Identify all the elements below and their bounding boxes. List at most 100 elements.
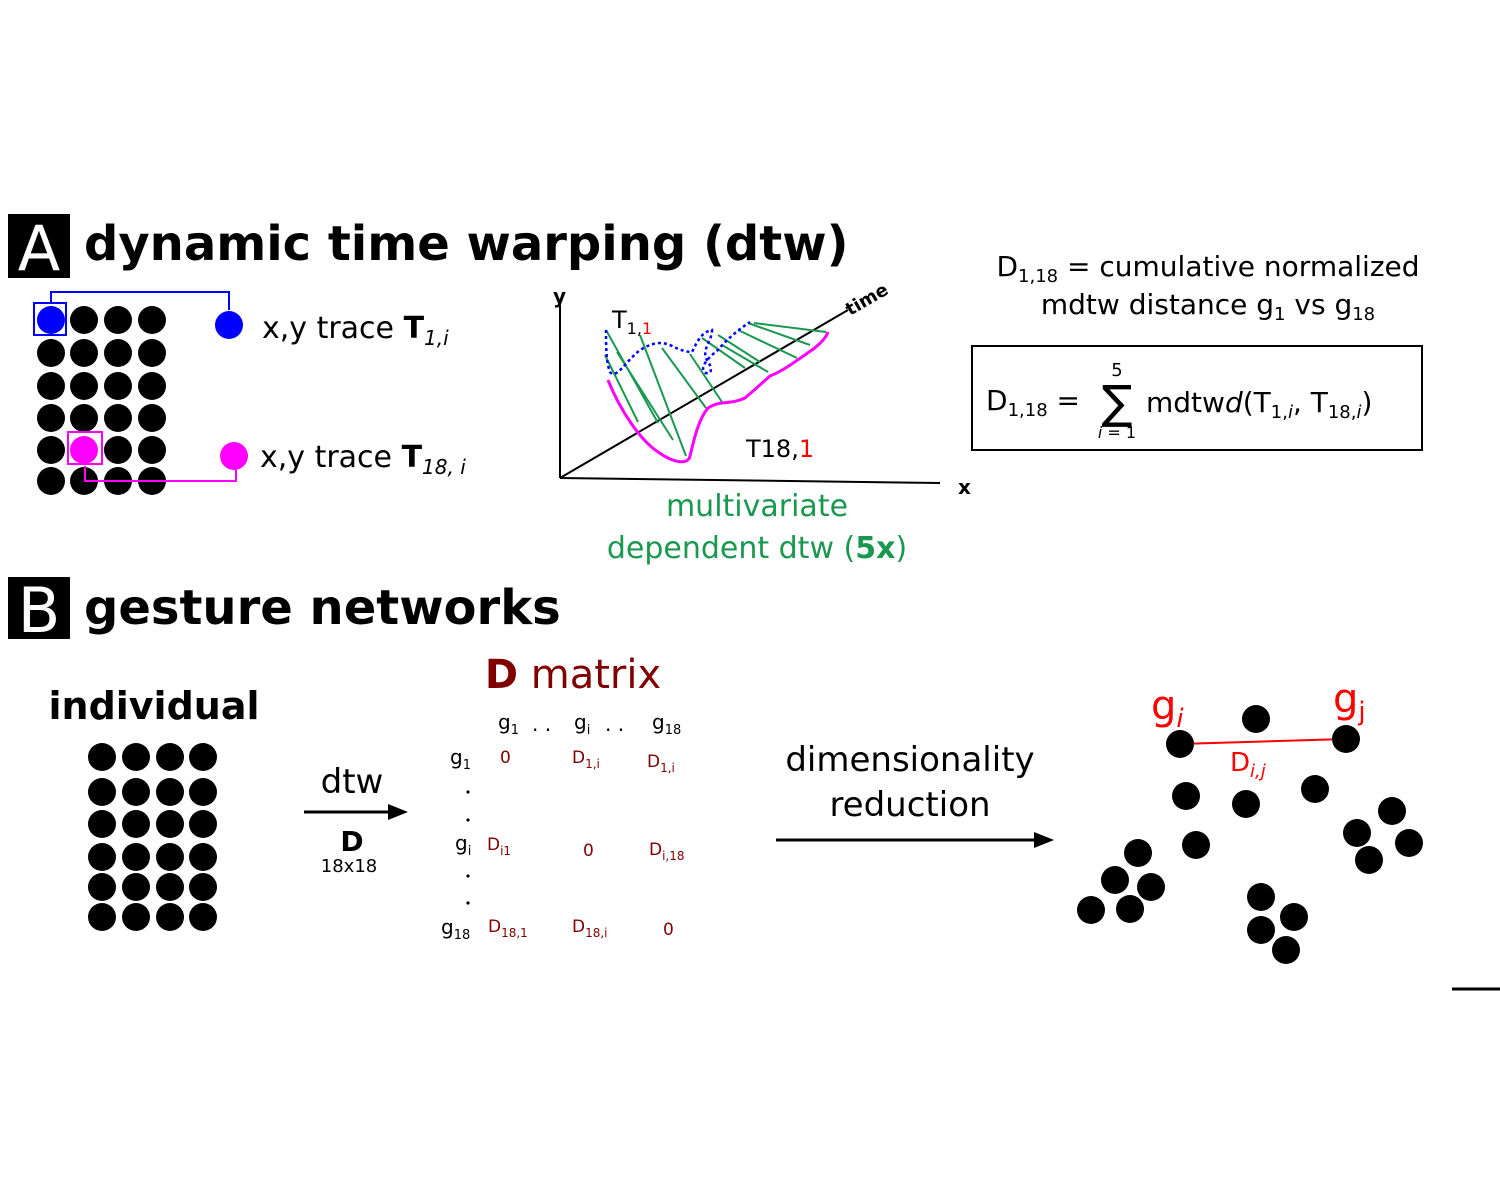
- panel-b-letter: B: [18, 574, 61, 647]
- matrix-title: D matrix: [485, 652, 661, 698]
- network-nodes: [1077, 705, 1423, 964]
- electrode-dot: [104, 339, 132, 367]
- formula-sum-upper: 5: [1111, 360, 1122, 381]
- formula-lhs: D1,18 =: [986, 384, 1080, 421]
- matrix-col-header-g18: g18: [652, 710, 681, 738]
- dtw-trace-plot: y x time T1,1 T18: [553, 279, 971, 566]
- panel-b-title: gesture networks: [84, 580, 561, 636]
- electrode-dot: [122, 778, 150, 806]
- panel-a: A dynamic time warping (dtw) x,y trace T…: [8, 212, 1423, 566]
- dtw-arrow-dims: 18x18: [321, 856, 377, 877]
- panel-b-letter-box: [8, 577, 70, 639]
- connector-g1: [50, 291, 230, 310]
- electrode-dot: [138, 339, 166, 367]
- electrode-dot: [104, 306, 132, 334]
- electrode-dot: [138, 436, 166, 464]
- matrix-cell-3-3: 0: [663, 920, 674, 940]
- network-node: [1355, 846, 1383, 874]
- matrix-col-header-dots1: . .: [532, 712, 551, 736]
- gesture-network: gi gj Di,j: [1077, 676, 1423, 964]
- network-node-gj: [1332, 725, 1360, 753]
- electrode-dot: [122, 903, 150, 931]
- formula-sum-sign: ∑: [1102, 375, 1133, 429]
- dtw-caption-line1: multivariate: [666, 489, 848, 524]
- trace1-label: x,y trace T1,i: [262, 311, 449, 350]
- electrode-dot: [156, 743, 184, 771]
- electrode-dot: [156, 873, 184, 901]
- electrode-dot: [138, 404, 166, 432]
- trace-t1-plot-label: T1,1: [611, 306, 652, 338]
- matrix-row-header-g18: g18: [441, 915, 470, 943]
- electrode-dot: [88, 778, 116, 806]
- matrix-cell-1-1: 0: [500, 748, 511, 768]
- definition-line2: mdtw distance g1 vs g18: [1041, 288, 1375, 325]
- network-node: [1116, 895, 1144, 923]
- formula-sum-lower: i = 1: [1098, 423, 1136, 442]
- x-axis-label: x: [958, 475, 971, 499]
- trace-t18-plot-label: T18,1: [745, 435, 814, 463]
- matrix-cell-3-1: D18,1: [488, 917, 528, 940]
- electrode-dot: [156, 810, 184, 838]
- matrix-col-header-g1: g1: [498, 710, 519, 738]
- definition-line1: D1,18 = cumulative normalized: [996, 250, 1419, 287]
- dimensionality-reduction-arrow: dimensionality reduction: [776, 740, 1054, 848]
- electrode-dot: [70, 404, 98, 432]
- electrode-dot: [88, 810, 116, 838]
- dim-reduction-line1: dimensionality: [785, 740, 1034, 780]
- network-node-gi: [1166, 730, 1194, 758]
- electrode-dot-g18: [70, 436, 98, 464]
- electrode-dot: [104, 372, 132, 400]
- matrix-row-header-gi: gi: [455, 831, 471, 859]
- electrode-dot-g1: [37, 306, 65, 334]
- electrode-dot: [156, 778, 184, 806]
- panel-b: B gesture networks individual dtw D 18x1…: [8, 574, 1423, 964]
- matrix-cell-3-2: D18,i: [572, 917, 608, 940]
- dtw-alignment-lines: [604, 322, 827, 457]
- electrode-dot: [122, 810, 150, 838]
- network-node: [1101, 866, 1129, 894]
- dtw-arrow: dtw D 18x18: [304, 762, 408, 877]
- d-matrix: D matrix g1 . . gi . . g18 g1 gi g18 0 D…: [441, 652, 685, 943]
- dtw-arrow-label: dtw: [321, 762, 384, 802]
- electrode-dot: [122, 843, 150, 871]
- electrode-dot: [138, 306, 166, 334]
- formula-rhs: mdtwd(T1,i, T18,i): [1146, 386, 1372, 423]
- network-node: [1280, 903, 1308, 931]
- electrode-dot: [189, 843, 217, 871]
- matrix-col-header-gi: gi: [574, 710, 590, 738]
- electrode-dot: [88, 873, 116, 901]
- network-node: [1272, 936, 1300, 964]
- trace-marker-blue: [215, 311, 243, 339]
- electrode-dot: [189, 810, 217, 838]
- matrix-cell-2-2: 0: [583, 841, 594, 861]
- connector-g18: [84, 466, 237, 482]
- electrode-dot: [88, 843, 116, 871]
- electrode-dot: [37, 436, 65, 464]
- matrix-row-ellipsis: [466, 790, 470, 905]
- y-axis-label: y: [553, 284, 566, 308]
- node-label-gj: gj: [1333, 676, 1366, 727]
- panel-a-letter-box: [8, 214, 70, 278]
- matrix-cell-2-1: Di1: [487, 835, 511, 858]
- dtw-caption-line2: dependent dtw (5x): [607, 531, 907, 566]
- network-node: [1247, 883, 1275, 911]
- electrode-dot: [104, 404, 132, 432]
- electrode-dot: [37, 467, 65, 495]
- network-node: [1301, 775, 1329, 803]
- individual-label: individual: [48, 684, 259, 728]
- network-node: [1247, 916, 1275, 944]
- network-node: [1124, 839, 1152, 867]
- dtw-arrow-matrix-label: D: [340, 825, 363, 858]
- matrix-cell-2-3: Di,18: [649, 840, 685, 863]
- electrode-dot: [70, 372, 98, 400]
- electrode-dot: [70, 339, 98, 367]
- electrode-dot: [88, 743, 116, 771]
- network-node: [1077, 896, 1105, 924]
- electrode-dot: [104, 436, 132, 464]
- network-edge-gi-gj: [1179, 738, 1347, 745]
- electrode-dot: [189, 903, 217, 931]
- matrix-cells: 0 D1,i D1,i Di1 0 Di,18 D18,1 D18,i 0: [487, 748, 685, 940]
- trace18-label: x,y trace T18, i: [260, 440, 466, 479]
- electrode-dot: [189, 743, 217, 771]
